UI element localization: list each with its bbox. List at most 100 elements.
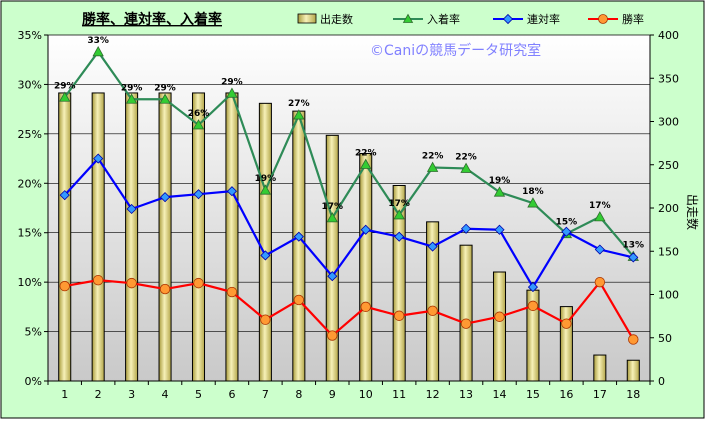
series-line-入着率: [63, 49, 635, 258]
plot-area: [48, 35, 650, 381]
y2-tick-label: 200: [658, 202, 679, 215]
axes: 0% 5% 10% 15% 20% 25% 30% 35% 0 50 100 150 200 250 300…: [18, 29, 679, 401]
y-tick-label: 0%: [25, 375, 42, 388]
y2-tick-label: 150: [658, 245, 679, 258]
x-tick-label: 13: [459, 388, 473, 401]
bar: [459, 244, 473, 382]
y2-tick-label: 50: [658, 332, 672, 345]
y-tick-label: 5%: [25, 326, 42, 339]
data-point-連対率: [427, 241, 438, 252]
data-labels: 29% 33% 29% 29% 26% 29% 19% 27% 17% 22% 17% 22% 22% 1…: [54, 36, 644, 251]
legend-swatch-出走数: [297, 13, 317, 24]
data-label: 22%: [355, 149, 377, 159]
data-point-連対率: [594, 244, 605, 255]
data-label: 19%: [255, 174, 277, 184]
data-label: 13%: [623, 240, 645, 250]
data-label: 26%: [188, 109, 210, 119]
y2-tick-label: 300: [658, 116, 679, 129]
x-tick-label: 2: [95, 388, 102, 401]
data-point-入着率: [527, 197, 539, 208]
data-label: 17%: [388, 199, 410, 209]
y-tick-label: 10%: [18, 276, 42, 289]
data-point-勝率: [460, 318, 472, 329]
bar: [626, 359, 640, 382]
data-point-勝率: [628, 334, 639, 345]
legend-label-出走数: 出走数: [320, 12, 353, 26]
data-point-入着率: [159, 93, 171, 104]
y2-tick-label: 400: [658, 29, 679, 42]
y2-tick-label: 100: [658, 289, 679, 302]
x-tick-label: 5: [195, 388, 202, 401]
y2-tick-label: 250: [658, 159, 679, 172]
x-tick-label: 4: [162, 388, 169, 401]
data-point-連対率: [527, 282, 539, 293]
data-point-勝率: [92, 274, 104, 286]
y2-tick-label: 350: [658, 72, 679, 85]
data-point-入着率: [125, 93, 138, 104]
data-point-勝率: [494, 311, 505, 322]
data-point-入着率: [594, 211, 606, 222]
y-tick-label: 25%: [18, 128, 42, 141]
data-point-勝率: [159, 283, 171, 295]
x-tick-label: 12: [426, 388, 440, 401]
chart-title: 勝率、連対率、入着率: [82, 11, 222, 28]
bar: [325, 134, 339, 382]
data-point-入着率: [426, 161, 439, 172]
y-tick-label: 15%: [18, 227, 42, 240]
data-point-連対率: [360, 224, 371, 235]
data-label: 29%: [121, 83, 143, 93]
x-tick-label: 11: [392, 388, 406, 401]
data-point-入着率: [293, 109, 305, 120]
data-point-勝率: [260, 314, 271, 325]
bar: [158, 92, 172, 382]
data-point-勝率: [527, 300, 539, 312]
data-point-勝率: [360, 301, 371, 313]
data-point-入着率: [92, 45, 104, 57]
data-point-入着率: [326, 212, 338, 223]
data-point-勝率: [327, 330, 338, 341]
y-tick-label: 35%: [18, 29, 42, 42]
x-tick-label: 17: [593, 388, 607, 401]
data-point-連対率: [193, 189, 204, 200]
data-point-連対率: [126, 203, 137, 215]
y2-tick-label: 0: [658, 375, 665, 388]
data-point-勝率: [561, 318, 572, 329]
x-tick-label: 3: [128, 388, 135, 401]
data-point-連対率: [93, 153, 104, 164]
y-tick-label: 20%: [18, 177, 42, 190]
x-tick-label: 10: [359, 388, 373, 401]
data-label: 29%: [221, 77, 243, 87]
legend-marker-勝率: [598, 14, 608, 24]
series-line-勝率: [64, 279, 635, 341]
data-point-入着率: [360, 158, 372, 169]
legend-label-連対率: 連対率: [527, 12, 560, 26]
data-label: 18%: [522, 187, 544, 197]
data-point-勝率: [393, 310, 405, 321]
legend-marker-入着率: [402, 13, 414, 23]
x-tick-label: 9: [329, 388, 336, 401]
data-label: 27%: [288, 99, 310, 109]
x-tick-label: 16: [559, 388, 573, 401]
data-point-入着率: [493, 186, 506, 197]
line-series: [59, 45, 639, 345]
data-label: 17%: [322, 202, 344, 212]
data-point-入着率: [226, 87, 238, 98]
x-tick-label: 14: [493, 388, 507, 401]
bar: [191, 92, 206, 382]
data-point-連対率: [226, 186, 238, 197]
data-point-入着率: [259, 184, 272, 195]
data-point-連対率: [628, 252, 639, 263]
data-label: 19%: [489, 176, 511, 186]
bar: [225, 92, 239, 382]
data-point-勝率: [226, 286, 238, 298]
data-point-連対率: [293, 231, 304, 242]
data-point-勝率: [293, 294, 305, 306]
data-point-連対率: [59, 190, 70, 201]
data-point-勝率: [59, 280, 70, 292]
legend-label-入着率: 入着率: [427, 12, 460, 26]
bar: [91, 92, 105, 382]
data-label: 22%: [455, 152, 477, 162]
data-point-勝率: [126, 277, 137, 289]
